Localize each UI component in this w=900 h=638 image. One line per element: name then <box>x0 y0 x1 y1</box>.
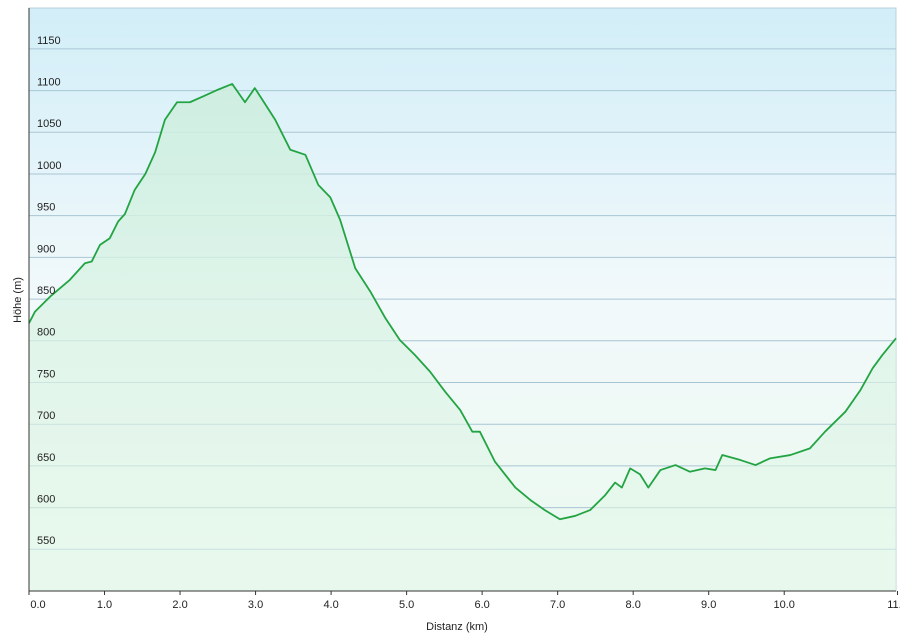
y-tick-label: 850 <box>37 285 55 297</box>
x-tick-label: 10.0 <box>774 599 795 611</box>
x-tick-label: 8.0 <box>626 599 641 611</box>
y-tick-label: 700 <box>37 410 55 422</box>
elevation-line <box>28 82 897 521</box>
x-tick-label: 5.0 <box>399 599 414 611</box>
y-tick-label: 600 <box>37 494 55 506</box>
x-tick-label: 1.0 <box>97 599 112 611</box>
x-tick-label: 7.0 <box>550 599 565 611</box>
y-tick-label: 900 <box>37 243 55 255</box>
y-axis-label: Höhe (m) <box>12 277 24 323</box>
x-tick-label: 9.0 <box>701 599 716 611</box>
marks <box>28 82 897 591</box>
y-tick-label: 1050 <box>37 118 61 130</box>
x-tick-label: 6.0 <box>474 599 489 611</box>
y-tick-label: 1150 <box>37 35 61 47</box>
x-tick-label: 4.0 <box>323 599 338 611</box>
y-tick-label: 750 <box>37 368 55 380</box>
y-tick-label: 950 <box>37 202 55 214</box>
x-tick-label: 0.0 <box>30 599 45 611</box>
labels: 550 600 650 700 750 800 850 900 950 1000 1050 1100 1… <box>30 35 900 611</box>
y-tick-label: 550 <box>37 535 55 547</box>
y-tick-label: 1000 <box>37 160 61 172</box>
x-axis-label: Distanz (km) <box>426 621 488 633</box>
y-tick-label: 800 <box>37 327 55 339</box>
x-tick-label: 3.0 <box>248 599 263 611</box>
y-tick-label: 1100 <box>37 76 61 88</box>
area-fill <box>29 83 896 591</box>
x-tick-label: 11.5 <box>887 599 900 611</box>
x-tick-label: 2.0 <box>172 599 187 611</box>
y-tick-label: 650 <box>37 452 55 464</box>
